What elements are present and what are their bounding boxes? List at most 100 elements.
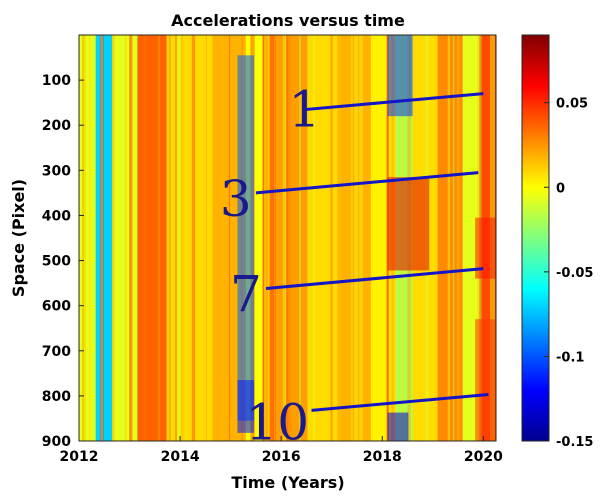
colorbar-tick-label: -0.1 xyxy=(556,350,584,365)
y-tick-label: 800 xyxy=(42,389,71,405)
heatmap-feature xyxy=(237,55,255,421)
heatmap-streak xyxy=(269,35,273,441)
colorbar-tick-label: -0.05 xyxy=(556,266,593,281)
heatmap-streak xyxy=(287,35,291,441)
heatmap-streak xyxy=(135,35,138,441)
y-axis-label: Space (Pixel) xyxy=(9,179,28,297)
heatmap-band xyxy=(79,35,97,441)
plot-frame xyxy=(78,34,497,442)
heatmap-streak xyxy=(175,35,177,441)
heatmap-streak xyxy=(452,35,455,441)
heatmap-streak xyxy=(180,35,184,441)
annotation-label-10: 10 xyxy=(246,393,310,451)
heatmap-streak xyxy=(100,35,103,441)
heatmap-band xyxy=(166,35,213,441)
heatmap-streak xyxy=(177,35,181,441)
y-tick-label: 400 xyxy=(42,208,71,224)
annotations: 13 7 10 xyxy=(220,80,489,451)
heatmap-streak xyxy=(81,35,85,441)
heatmap-streak xyxy=(82,35,86,441)
annotation-label-1: 1 xyxy=(288,80,320,138)
heatmap-feature xyxy=(387,35,413,117)
heatmap-streak xyxy=(270,35,275,441)
heatmap-streak xyxy=(386,35,389,441)
heatmap-streak xyxy=(274,35,276,441)
x-axis: 2012 2014 2016 2018 2020 xyxy=(60,436,503,465)
annotation-line-7 xyxy=(265,267,484,291)
heatmap-streak xyxy=(266,35,270,441)
heatmap-streak xyxy=(353,35,355,441)
heatmap-band xyxy=(266,35,309,441)
y-tick-label: 100 xyxy=(42,73,71,89)
colorbar-gradient xyxy=(521,34,550,442)
colorbar-tick-label: 0.05 xyxy=(556,97,588,112)
heatmap-streak xyxy=(124,35,127,441)
heatmap-streak xyxy=(191,35,196,441)
heatmap-streak xyxy=(266,35,269,441)
heatmap-streak xyxy=(113,35,115,441)
heatmap-streak xyxy=(447,35,451,441)
heatmap-streak xyxy=(264,35,268,441)
annotation-line-1 xyxy=(306,92,484,111)
heatmap-streak xyxy=(307,35,310,441)
heatmap-streak xyxy=(351,35,353,441)
colorbar-tick-label: -0.15 xyxy=(556,435,593,450)
y-tick-label: 500 xyxy=(42,254,71,270)
heatmap-streak xyxy=(283,35,287,441)
heatmap-streak xyxy=(262,35,265,441)
x-tick-label: 2016 xyxy=(262,449,301,465)
heatmap-streak xyxy=(111,35,116,441)
heatmap-streak xyxy=(330,35,333,441)
y-tick-label: 300 xyxy=(42,163,71,179)
heatmap-bands xyxy=(79,35,497,441)
heatmap-streak xyxy=(143,35,147,441)
heatmap-streak xyxy=(456,35,460,441)
heatmap-feature xyxy=(387,177,430,271)
heatmap-feature xyxy=(475,217,496,279)
heatmap-streak xyxy=(361,35,363,441)
annotation-line-3 xyxy=(255,171,479,195)
heatmap-band xyxy=(137,35,168,441)
heatmap-streak xyxy=(129,35,132,441)
heatmap-streak xyxy=(377,35,381,441)
heatmap-streak xyxy=(129,35,133,441)
heatmap-streak xyxy=(285,35,289,441)
x-tick-label: 2014 xyxy=(161,449,200,465)
heatmap-streak xyxy=(299,35,301,441)
heatmap-streak xyxy=(262,35,265,441)
heatmap-streak xyxy=(112,35,116,441)
heatmap-streak xyxy=(262,35,264,441)
heatmap-streak xyxy=(354,35,358,441)
heatmap-streak xyxy=(205,35,207,441)
heatmap-feature xyxy=(237,380,255,433)
heatmap-streak xyxy=(99,35,104,441)
annotation-label-7: 7 xyxy=(230,266,262,324)
heatmap-streak xyxy=(359,35,362,441)
x-tick-label: 2012 xyxy=(60,449,99,465)
heatmap-streak xyxy=(113,35,115,441)
heatmap-streak xyxy=(310,35,314,441)
heatmap-streak xyxy=(285,35,287,441)
heatmap-streak xyxy=(157,35,161,441)
annotation-label-3: 3 xyxy=(220,170,252,228)
heatmap-feature xyxy=(475,319,496,441)
heatmap-feature xyxy=(387,412,409,441)
x-tick-label: 2020 xyxy=(464,449,503,465)
y-tick-label: 600 xyxy=(42,299,71,315)
heatmap-streak xyxy=(89,35,92,441)
annotation-line-10 xyxy=(311,393,489,412)
colorbar: 0.05 0 -0.05 -0.1 -0.15 xyxy=(521,34,593,450)
heatmap-streak xyxy=(168,35,171,441)
heatmap-streak xyxy=(282,35,284,441)
heatmap-streak xyxy=(339,35,341,441)
heatmap-streak xyxy=(312,35,316,441)
x-axis-label: Time (Years) xyxy=(231,473,344,492)
y-axis: 100 200 300 400 500 600 700 800 900 xyxy=(42,73,84,450)
heatmap-streak xyxy=(177,35,181,441)
y-tick-label: 700 xyxy=(42,344,71,360)
heatmap-band xyxy=(95,35,113,441)
heatmap-band xyxy=(308,35,339,441)
x-tick-label: 2018 xyxy=(363,449,402,465)
plot-area xyxy=(78,34,497,442)
